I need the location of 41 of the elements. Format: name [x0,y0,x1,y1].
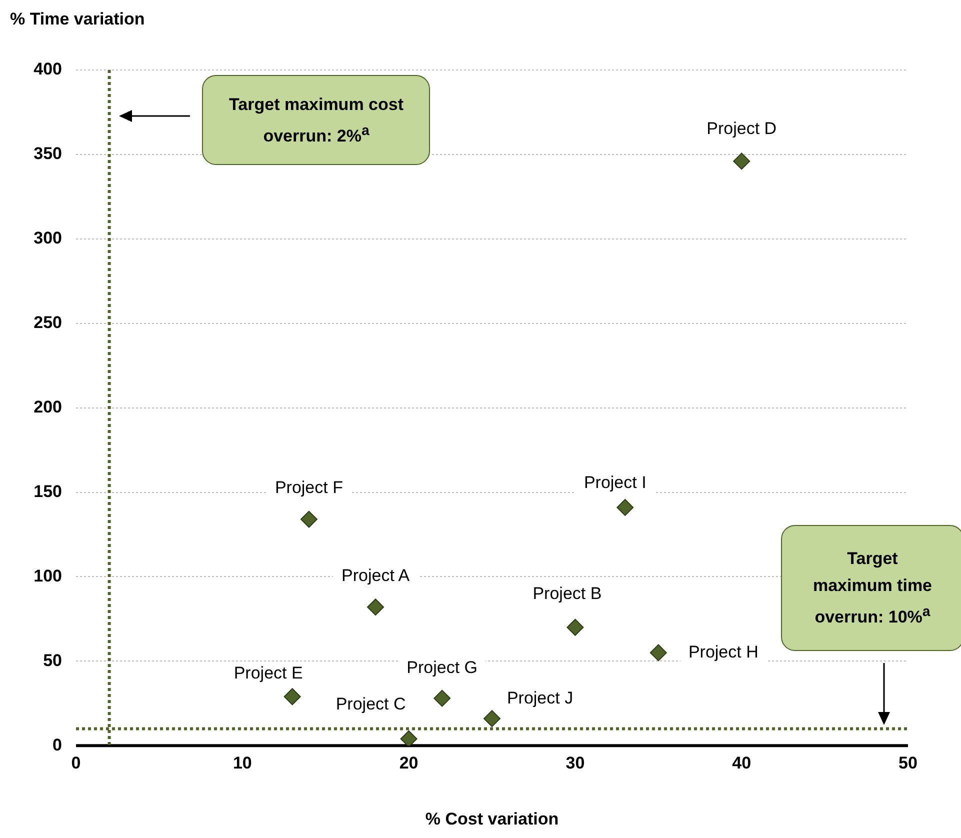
x-tick-label: 50 [898,753,918,772]
x-tick-label: 30 [566,753,585,772]
annotation: Target maximum time overrun: 10%$^{a}$ [812,548,934,629]
series-label: Project B [532,584,602,604]
point [650,644,667,662]
y-tick-label: 0 [52,735,62,754]
point [733,152,750,170]
point [484,710,500,728]
series-label: Project A [341,566,410,585]
point [284,688,301,706]
y-tick-label: 400 [34,60,62,79]
series-label: Project H [688,642,758,662]
x-axis-title: % Cost variation [425,810,559,829]
y-tick-label: 50 [43,650,62,670]
callout-box: Target maximum time overrun: 10%$^{a}$ [781,524,961,651]
y-tick-label: 200 [34,397,62,416]
x-tick-label: 10 [232,753,252,772]
series-label: Project G [406,658,478,677]
y-tick-label: 150 [34,482,62,501]
y-tick-label: 350 [34,144,62,164]
point [566,618,584,636]
x-tick-label: 20 [399,753,418,772]
series-label: Project J [506,688,574,708]
y-tick-label: 300 [34,228,62,248]
point [367,598,384,616]
y-axis-title: % Time variation [10,10,145,29]
annotation: Target maximum cost overrun: 2%$^{a}$ [228,94,404,148]
point [300,510,318,528]
series-label: Project D [706,118,777,138]
callout-box: Target maximum cost overrun: 2%$^{a}$ [202,75,430,165]
series-label: Project I [584,473,646,492]
series-label: Project C [336,694,406,714]
series-label: Project E [234,663,303,682]
x-tick-label: 40 [732,753,752,772]
point [434,690,451,707]
x-tick-label: 0 [71,753,81,772]
series-label: Project F [274,478,343,497]
point [616,498,634,516]
y-tick-label: 250 [34,313,62,332]
point [400,730,418,746]
y-tick-label: 100 [34,566,62,586]
